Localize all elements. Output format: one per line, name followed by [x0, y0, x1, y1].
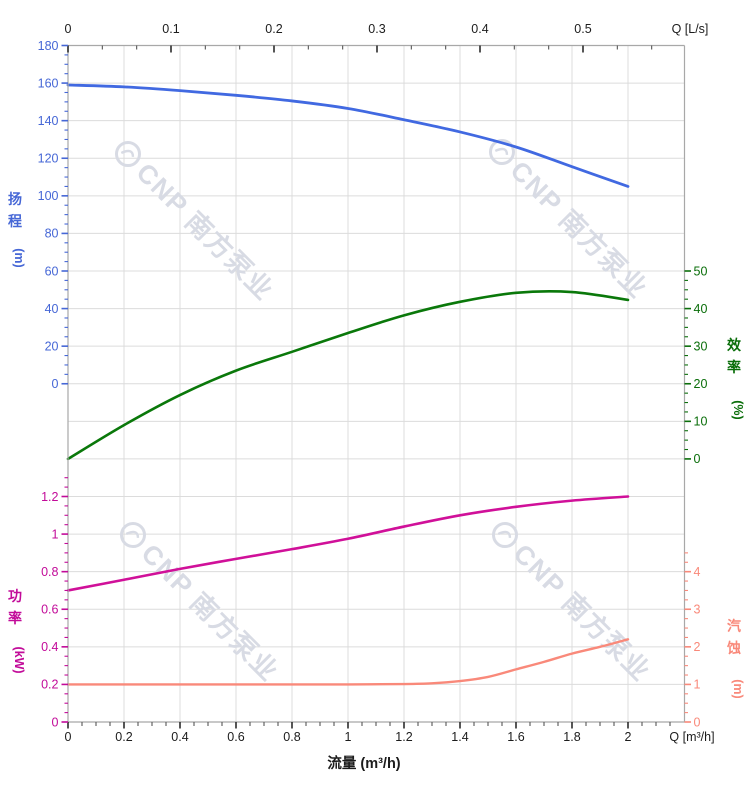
- head-curve: [66, 83, 630, 188]
- power-axis: 1.2 1 0.8 0.6 0.4 0.2 0: [41, 477, 68, 729]
- head-tick-label: 120: [38, 152, 59, 166]
- bottom-axis-unit-label: Q [m³/h]: [669, 730, 714, 744]
- svg-text:扬: 扬: [8, 191, 22, 207]
- watermark-text: CNP 南方泵业: [135, 538, 284, 687]
- watermark-text: CNP 南方泵业: [130, 157, 279, 306]
- head-tick-label: 80: [45, 227, 59, 241]
- power-tick-label: 0.6: [41, 603, 58, 617]
- head-tick-label: 180: [38, 39, 59, 53]
- npsh-tick-label: 2: [694, 640, 701, 654]
- npsh-axis-title: 汽 蚀 (m): [726, 618, 745, 699]
- bottom-tick-label: 0.6: [227, 730, 244, 744]
- power-tick-label: 0.8: [41, 565, 58, 579]
- head-axis-title: 扬 程 (m): [8, 191, 26, 268]
- top-tick-label: 0.4: [471, 22, 488, 36]
- npsh-axis: 4 3 2 1 0: [684, 552, 701, 729]
- efficiency-tick-label: 30: [694, 339, 708, 353]
- cnp-ring-logo: [115, 141, 141, 167]
- svg-text:(%): (%): [731, 400, 745, 419]
- top-tick-label: 0.3: [368, 22, 385, 36]
- cnp-logo-swirl: [497, 530, 512, 538]
- head-axis: 180 160 140 120 100 80 60 40 20 0: [38, 39, 68, 391]
- power-tick-label: 1.2: [41, 490, 58, 504]
- svg-text:(m): (m): [12, 248, 26, 267]
- top-axis: 0 0.1 0.2 0.3 0.4 0.5: [65, 22, 653, 53]
- cnp-logo-swirl: [494, 147, 509, 155]
- bottom-axis-title: 流量 (m³/h): [327, 754, 400, 772]
- bottom-tick-label: 1.4: [451, 730, 468, 744]
- watermark: CNP 南方泵业: [115, 141, 280, 306]
- svg-text:程: 程: [8, 213, 22, 229]
- svg-text:(m): (m): [731, 679, 745, 698]
- bottom-tick-label: 0.4: [171, 730, 188, 744]
- power-tick-label: 0.4: [41, 640, 58, 654]
- cnp-logo-swirl: [125, 530, 140, 538]
- npsh-tick-label: 0: [694, 715, 701, 729]
- top-tick-label: 0.5: [574, 22, 591, 36]
- bottom-tick-label: 0.8: [283, 730, 300, 744]
- top-tick-label: 0.2: [265, 22, 282, 36]
- efficiency-tick-label: 10: [694, 415, 708, 429]
- bottom-tick-label: 1.2: [395, 730, 412, 744]
- svg-text:(kW): (kW): [12, 646, 26, 673]
- head-tick-label: 20: [45, 339, 59, 353]
- head-tick-label: 100: [38, 189, 59, 203]
- bottom-tick-label: 1: [345, 730, 352, 744]
- top-tick-label: 0: [65, 22, 72, 36]
- svg-text:率: 率: [727, 359, 741, 375]
- svg-text:功: 功: [8, 588, 22, 604]
- cnp-logo-swirl: [120, 149, 135, 157]
- power-curve: [66, 495, 630, 592]
- cnp-ring-logo: [491, 522, 518, 548]
- watermark-text: CNP 南方泵业: [504, 155, 653, 304]
- npsh-tick-label: 4: [694, 565, 701, 579]
- power-axis-title: 功 率 (kW): [8, 588, 26, 674]
- head-tick-label: 60: [45, 264, 59, 278]
- svg-text:蚀: 蚀: [726, 640, 741, 656]
- bottom-tick-label: 1.8: [563, 730, 580, 744]
- power-tick-label: 0: [52, 715, 59, 729]
- cnp-ring-logo: [120, 522, 146, 548]
- watermark: CNP 南方泵业: [120, 522, 285, 687]
- power-tick-label: 1: [52, 527, 59, 541]
- efficiency-curve: [66, 290, 630, 461]
- efficiency-tick-label: 20: [694, 377, 708, 391]
- bottom-tick-label: 0.2: [115, 730, 132, 744]
- efficiency-axis-title: 效 率 (%): [727, 337, 745, 420]
- efficiency-axis: 50 40 30 20 10 0: [684, 264, 708, 466]
- svg-text:率: 率: [8, 610, 22, 626]
- svg-text:汽: 汽: [727, 618, 741, 634]
- watermark: CNP 南方泵业: [491, 522, 657, 687]
- svg-text:效: 效: [727, 337, 742, 353]
- power-tick-label: 0.2: [41, 678, 58, 692]
- bottom-tick-label: 2: [625, 730, 632, 744]
- gridlines: [68, 45, 685, 722]
- axis-titles: Q [L/s] Q [m³/h] 流量 (m³/h) 扬 程 (m) 效 率 (…: [8, 22, 745, 772]
- head-tick-label: 160: [38, 76, 59, 90]
- bottom-axis: 0 0.2 0.4 0.6 0.8 1 1.2 1.4 1.6 1.8 2: [65, 722, 671, 744]
- efficiency-tick-label: 40: [694, 302, 708, 316]
- npsh-curve: [66, 638, 630, 686]
- head-tick-label: 40: [45, 302, 59, 316]
- head-tick-label: 0: [52, 377, 59, 391]
- npsh-tick-label: 1: [694, 678, 701, 692]
- npsh-tick-label: 3: [694, 603, 701, 617]
- top-axis-unit-label: Q [L/s]: [672, 22, 709, 36]
- efficiency-tick-label: 50: [694, 264, 708, 278]
- bottom-tick-label: 0: [65, 730, 72, 744]
- efficiency-tick-label: 0: [694, 452, 701, 466]
- bottom-tick-label: 1.6: [507, 730, 524, 744]
- head-tick-label: 140: [38, 114, 59, 128]
- top-tick-label: 0.1: [162, 22, 179, 36]
